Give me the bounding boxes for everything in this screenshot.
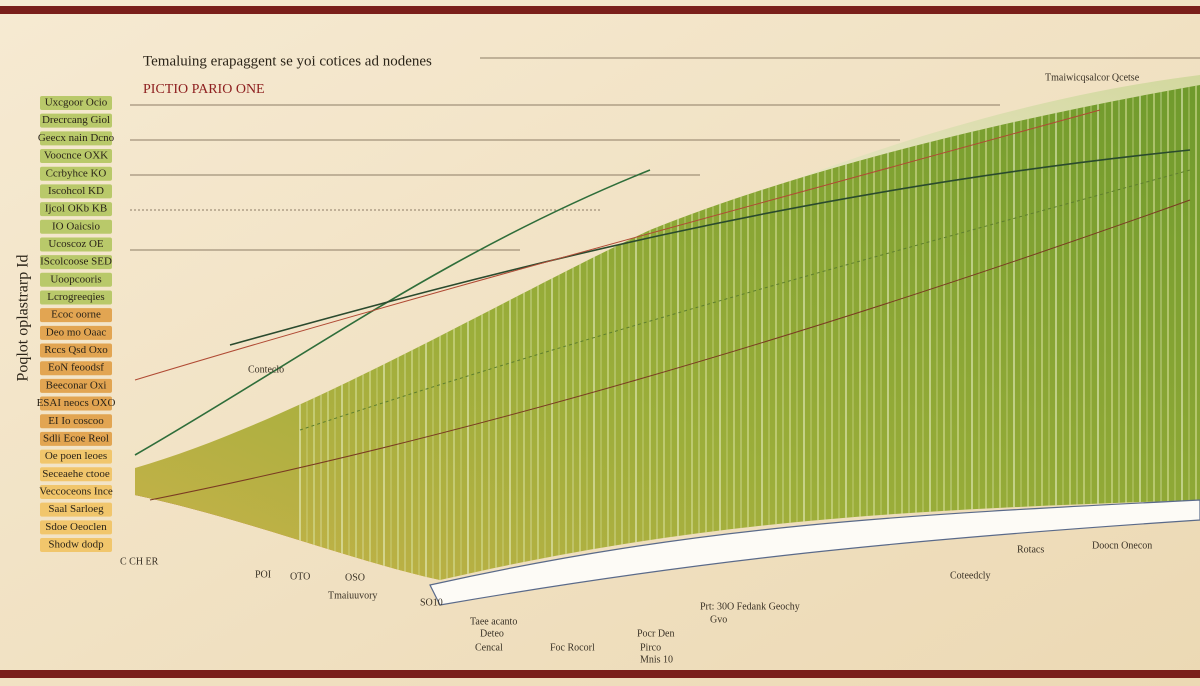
left-label: Sdli Ecoe Reol <box>43 432 109 444</box>
label-box <box>40 449 112 464</box>
label-box <box>40 325 112 340</box>
left-label: Ucoscoz OE <box>48 238 104 250</box>
y-axis-label: Poqlot oplastrarp Id <box>15 254 32 381</box>
label-box <box>40 96 112 110</box>
label-box <box>40 538 112 552</box>
left-label: Iscohcol KD <box>48 185 104 197</box>
left-label: EI Io coscoo <box>48 415 104 427</box>
annotation: Tmaiwicqsalcor Qcetse <box>1045 72 1140 83</box>
label-box <box>40 361 112 376</box>
left-label: Ccrbyhce KO <box>46 167 107 179</box>
label-box <box>40 255 112 270</box>
bottom-border <box>0 670 1200 678</box>
label-box <box>40 272 112 287</box>
label-box <box>40 166 112 181</box>
annotation: Foc Rocorl <box>550 642 595 653</box>
label-box <box>40 308 112 323</box>
label-box <box>40 131 112 146</box>
annotation: OSO <box>345 572 365 583</box>
left-label: Ecoc oorne <box>51 309 101 321</box>
annotation: SO10 <box>420 597 443 608</box>
annotation: Mnis 10 <box>640 654 673 665</box>
annotation: Pirco <box>640 642 661 653</box>
annotation: Conteclo <box>248 364 284 375</box>
left-label: Beeconar Oxi <box>46 379 107 391</box>
left-label: IScolcoose SED <box>40 256 112 268</box>
left-label: Seceaehe ctooe <box>42 468 110 480</box>
annotation: Deteo <box>480 628 504 639</box>
label-box <box>40 502 112 517</box>
left-label: Lcrogreeqies <box>47 291 104 303</box>
left-label: Oe poen leoes <box>45 450 107 462</box>
label-box <box>40 343 112 358</box>
annotation: Prt: 30O Fedank Geochy <box>700 601 800 612</box>
title: Temaluing erapaggent se yoi cotices ad n… <box>143 53 432 69</box>
label-box <box>40 431 112 446</box>
annotation: Gvo <box>710 614 727 625</box>
label-box <box>40 149 112 164</box>
label-box <box>40 290 112 305</box>
left-label: Uoopcooris <box>50 273 101 285</box>
green-area <box>135 85 1200 580</box>
left-labels: Uxcgoor Ocio Drecrcang Giol Geecx nain Dcn… <box>37 96 116 552</box>
curves <box>134 109 1191 501</box>
annotation: Rotacs <box>1017 544 1044 555</box>
annotation: Pocr Den <box>637 628 675 639</box>
label-box <box>40 184 112 199</box>
label-box <box>40 414 112 429</box>
annotation: Tmaiuuvory <box>328 590 377 601</box>
annotation: Coteedcly <box>950 570 991 581</box>
label-box <box>40 113 112 128</box>
left-label: Shodw dodp <box>48 539 104 551</box>
left-label: Saal Sarloeg <box>48 503 104 515</box>
label-box <box>40 520 112 535</box>
base-band <box>429 499 1200 606</box>
left-label: ESAI neocs OXO <box>37 397 116 409</box>
label-box <box>40 219 112 234</box>
annotation: Doocn Onecon <box>1092 540 1152 551</box>
left-label: IO Oaicsio <box>52 220 100 232</box>
annotation: POI <box>255 569 271 580</box>
label-box <box>40 396 112 411</box>
label-box <box>40 484 112 499</box>
annotation: Cencal <box>475 642 503 653</box>
label-box <box>40 467 112 482</box>
label-box <box>40 378 112 393</box>
left-label: Rccs Qsd Oxo <box>44 344 108 356</box>
left-label: Drecrcang Giol <box>42 114 110 126</box>
subtitle: PICTIO PARIO ONE <box>143 82 265 97</box>
label-box <box>40 202 112 217</box>
left-label: Deo mo Oaac <box>46 326 107 338</box>
annotation: Taee acanto <box>470 616 517 627</box>
top-border <box>0 6 1200 14</box>
left-label: Voocnce OXK <box>44 150 108 162</box>
annotations: Tmaiwicqsalcor Qcetse Conteclo Tmaiuuvory P… <box>120 72 1152 665</box>
annotation: OTO <box>290 571 310 582</box>
label-box <box>40 237 112 252</box>
annotation: C CH ER <box>120 556 159 567</box>
left-label: Sdoe Oeoclen <box>45 521 107 533</box>
left-label: Ijcol OKb KB <box>45 203 107 215</box>
left-label: Veccoceons Ince <box>39 485 113 497</box>
left-label: EoN feoodsf <box>48 362 104 374</box>
left-label: Geecx nain Dcno <box>38 132 115 144</box>
left-label: Uxcgoor Ocio <box>45 97 108 109</box>
guide-lines <box>130 57 1200 251</box>
